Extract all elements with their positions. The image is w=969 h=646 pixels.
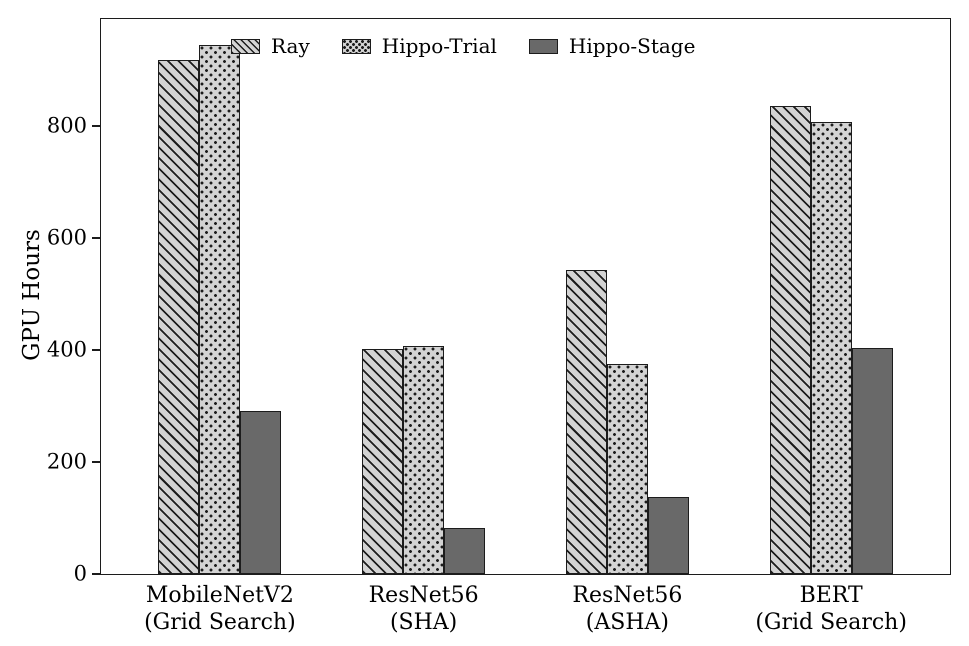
x-tick-label-line: (Grid Search) [144,610,296,635]
y-tick-label: 0 [73,561,87,586]
x-tick-label-line: (Grid Search) [755,610,907,635]
legend-item-ray: Ray [231,34,310,58]
bar-hippo-stage-3 [647,496,689,574]
x-tick-label-line: (SHA) [389,610,458,635]
y-tick-label: 600 [46,225,87,250]
x-tick-label-line: ResNet56 [368,583,479,608]
legend-label: Hippo-Stage [568,34,696,58]
bar-ray-3 [565,269,607,574]
bar-group [158,19,282,574]
bar-ray-4 [769,105,811,574]
bar-hippo-stage-2 [444,528,486,574]
bar-hippo-trial-4 [810,121,852,574]
x-tick-label: BERT (Grid Search) [755,582,907,636]
x-tick-label-line: BERT [799,583,863,608]
x-tick-label-line: MobileNetV2 [145,583,294,608]
y-tick-label: 400 [46,337,87,362]
bar-ray-1 [158,59,200,574]
bar-hippo-trial-3 [606,364,648,574]
bar-hippo-trial-2 [403,346,445,574]
bar-ray-2 [362,348,404,574]
y-tick-mark [92,236,100,239]
legend-label: Ray [271,34,310,58]
legend-label: Hippo-Trial [381,34,497,58]
y-tick-mark [92,573,100,575]
legend-item-hippo-stage: Hippo-Stage [528,34,696,58]
x-tick-label: ResNet56 (ASHA) [572,582,682,636]
legend-swatch-diagonal-hatch [231,38,260,54]
legend-item-hippo-trial: Hippo-Trial [341,34,497,58]
x-tick-label-line: (ASHA) [585,610,669,635]
y-tick-label: 800 [46,113,87,138]
x-tick-label: MobileNetV2 (Grid Search) [144,582,296,636]
y-tick-mark [92,124,100,127]
bar-hippo-trial-1 [199,44,241,574]
x-tick-label: ResNet56 (SHA) [369,582,479,636]
legend-swatch-dot-hatch [341,38,371,54]
y-tick-mark [92,460,100,463]
x-tick-label-line: ResNet56 [572,583,683,608]
legend: Ray Hippo-Trial Hippo-Stage [231,34,695,58]
plot-area: 0 200 400 600 800 MobileNetV2 (Grid Search) Re… [47,18,951,635]
bar-group [362,19,486,574]
bar-group [565,19,689,574]
legend-swatch-solid [528,38,558,54]
bar-hippo-stage-4 [851,348,893,574]
bar-hippo-stage-1 [240,411,282,574]
y-axis-title: GPU Hours [19,229,45,361]
y-tick-label: 200 [46,449,87,474]
y-tick-mark [92,348,100,351]
bar-group [769,19,893,574]
